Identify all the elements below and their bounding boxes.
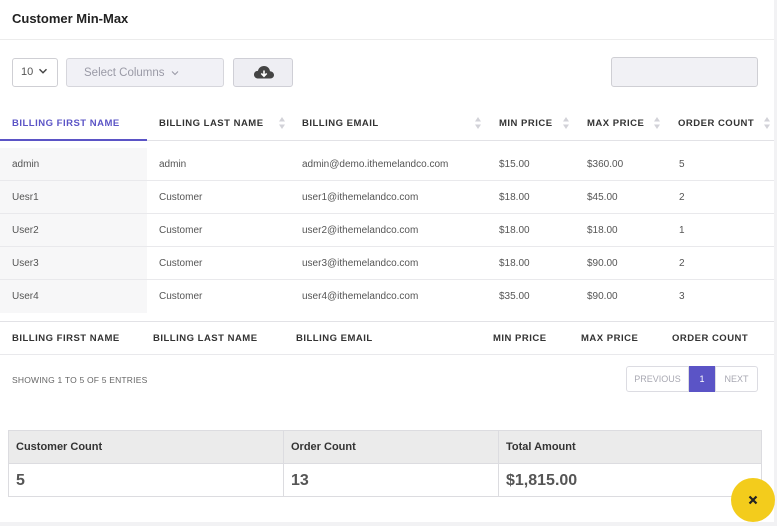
first-column-shade <box>0 214 147 246</box>
cell-first-name: Uesr1 <box>12 192 39 203</box>
close-icon <box>748 495 758 505</box>
column-header-billing-last-name[interactable]: BILLING LAST NAME <box>159 118 264 129</box>
total-amount-label: Total Amount <box>506 441 576 453</box>
chevron-down-icon <box>38 68 48 74</box>
summary-divider <box>498 431 499 496</box>
cell-order-count: 2 <box>679 258 685 269</box>
close-floating-button[interactable] <box>731 478 775 522</box>
first-column-shade <box>0 148 147 180</box>
cell-last-name: Customer <box>159 291 203 302</box>
cell-max-price: $18.00 <box>587 225 618 236</box>
first-column-shade <box>0 181 147 213</box>
sort-icon[interactable] <box>474 116 482 130</box>
cell-last-name: Customer <box>159 225 203 236</box>
header-divider <box>0 140 774 141</box>
cell-last-name: admin <box>159 159 187 170</box>
page-size-value: 10 <box>21 66 34 78</box>
table-row: User4 Customer user4@ithemelandco.com $3… <box>0 280 774 313</box>
order-count-value: 13 <box>291 472 309 489</box>
column-header-billing-first-name[interactable]: BILLING FIRST NAME <box>12 118 120 129</box>
table-row: Uesr1 Customer user1@ithemelandco.com $1… <box>0 181 774 214</box>
customer-count-value: 5 <box>16 472 25 489</box>
select-columns-dropdown[interactable]: Select Columns <box>66 58 224 87</box>
chevron-down-icon <box>171 71 179 76</box>
sorted-column-indicator <box>0 139 147 141</box>
table-row: admin admin admin@demo.ithemelandco.com … <box>0 148 774 181</box>
search-input[interactable] <box>611 57 758 87</box>
customer-count-label: Customer Count <box>16 441 103 453</box>
cell-order-count: 1 <box>679 225 685 236</box>
previous-page-button[interactable]: PREVIOUS <box>626 366 689 392</box>
cell-last-name: Customer <box>159 192 203 203</box>
sort-icon[interactable] <box>653 116 661 130</box>
sort-icon[interactable] <box>278 116 286 130</box>
cell-first-name: admin <box>12 159 40 170</box>
sort-icon[interactable] <box>562 116 570 130</box>
title-divider <box>0 39 774 40</box>
cell-max-price: $45.00 <box>587 192 618 203</box>
footer-divider <box>0 321 774 322</box>
footer-min-price: MIN PRICE <box>493 333 547 344</box>
cell-email: user1@ithemelandco.com <box>302 192 419 203</box>
page-title: Customer Min-Max <box>12 11 129 26</box>
select-columns-placeholder: Select Columns <box>84 67 165 79</box>
entries-info: SHOWING 1 TO 5 OF 5 ENTRIES <box>12 375 148 385</box>
column-header-min-price[interactable]: MIN PRICE <box>499 118 553 129</box>
page-1-button[interactable]: 1 <box>689 366 715 392</box>
cell-min-price: $18.00 <box>499 192 530 203</box>
cell-max-price: $360.00 <box>587 159 624 170</box>
footer-bottom-divider <box>0 354 774 355</box>
footer-billing-first-name: BILLING FIRST NAME <box>12 333 120 344</box>
cell-max-price: $90.00 <box>587 291 618 302</box>
cell-min-price: $18.00 <box>499 225 530 236</box>
page-size-select[interactable]: 10 <box>12 58 58 87</box>
cell-last-name: Customer <box>159 258 203 269</box>
download-button[interactable] <box>233 58 293 87</box>
cell-min-price: $15.00 <box>499 159 530 170</box>
footer-billing-last-name: BILLING LAST NAME <box>153 333 258 344</box>
sort-icon[interactable] <box>763 116 771 130</box>
cell-email: admin@demo.ithemelandco.com <box>302 159 449 170</box>
column-header-billing-email[interactable]: BILLING EMAIL <box>302 118 379 129</box>
summary-header <box>9 431 761 464</box>
cell-first-name: User3 <box>12 258 39 269</box>
cell-order-count: 2 <box>679 192 685 203</box>
cell-email: user2@ithemelandco.com <box>302 225 419 236</box>
first-column-shade <box>0 280 147 313</box>
summary-table: Customer Count Order Count Total Amount … <box>8 430 762 497</box>
cloud-download-icon <box>254 66 274 79</box>
column-header-max-price[interactable]: MAX PRICE <box>587 118 645 129</box>
first-column-shade <box>0 247 147 279</box>
footer-max-price: MAX PRICE <box>581 333 639 344</box>
order-count-label: Order Count <box>291 441 356 453</box>
table-row: User2 Customer user2@ithemelandco.com $1… <box>0 214 774 247</box>
cell-email: user3@ithemelandco.com <box>302 258 419 269</box>
table-row: User3 Customer user3@ithemelandco.com $1… <box>0 247 774 280</box>
column-header-order-count[interactable]: ORDER COUNT <box>678 118 755 129</box>
cell-first-name: User2 <box>12 225 39 236</box>
cell-email: user4@ithemelandco.com <box>302 291 419 302</box>
cell-min-price: $35.00 <box>499 291 530 302</box>
footer-order-count: ORDER COUNT <box>672 333 749 344</box>
cell-order-count: 3 <box>679 291 685 302</box>
summary-divider <box>283 431 284 496</box>
cell-order-count: 5 <box>679 159 685 170</box>
cell-max-price: $90.00 <box>587 258 618 269</box>
cell-first-name: User4 <box>12 291 39 302</box>
cell-min-price: $18.00 <box>499 258 530 269</box>
footer-billing-email: BILLING EMAIL <box>296 333 373 344</box>
next-page-button[interactable]: NEXT <box>715 366 758 392</box>
total-amount-value: $1,815.00 <box>506 472 578 489</box>
